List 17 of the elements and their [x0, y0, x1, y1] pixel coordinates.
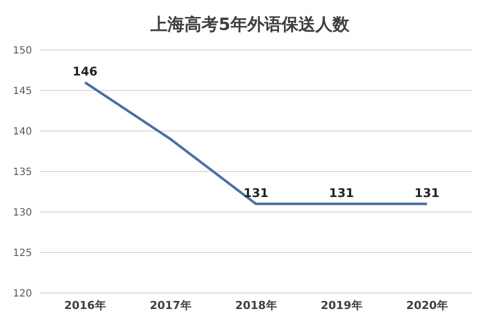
x-tick-label: 2016年	[64, 298, 106, 312]
data-label: 131	[328, 186, 354, 200]
chart-title: 上海高考5年外语保送人数	[150, 14, 350, 37]
y-tick-label: 135	[12, 167, 32, 178]
x-tick-label: 2020年	[406, 298, 448, 312]
x-tick-label: 2017年	[150, 298, 192, 312]
data-label: 146	[72, 64, 98, 78]
x-tick-label: 2018年	[235, 298, 277, 312]
y-tick-label: 130	[12, 208, 32, 219]
x-tick-label: 2019年	[320, 298, 362, 312]
y-tick-label: 140	[12, 126, 32, 138]
data-label: 131	[243, 186, 269, 200]
data-label: 131	[414, 186, 440, 200]
y-tick-label: 120	[12, 288, 32, 300]
y-tick-label: 145	[12, 86, 32, 98]
y-tick-label: 125	[12, 248, 32, 260]
y-tick-label: 150	[12, 46, 32, 57]
